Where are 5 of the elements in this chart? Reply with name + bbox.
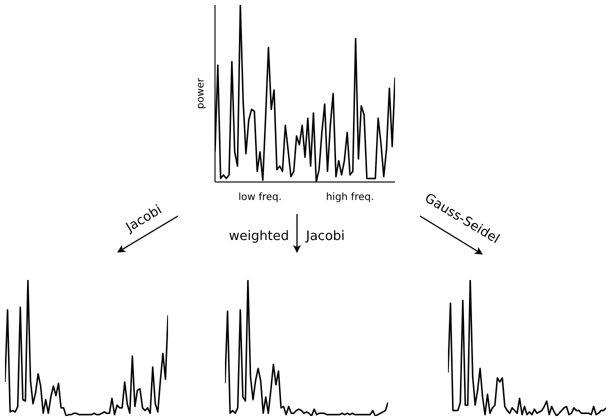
y-axis-title: power <box>196 77 207 109</box>
text: high freq. <box>326 192 374 203</box>
text: weighted <box>228 229 289 244</box>
text: low freq. <box>238 192 282 203</box>
text: Jacobi <box>305 229 345 244</box>
